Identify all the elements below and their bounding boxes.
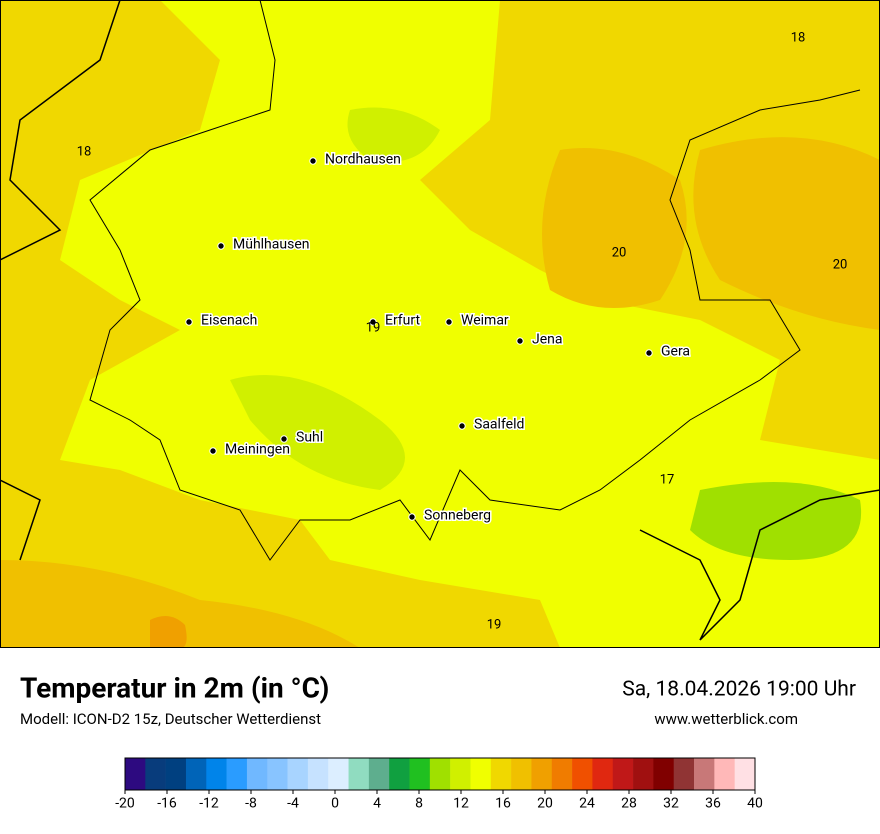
color-segment	[490, 758, 512, 790]
state-border	[89, 0, 861, 561]
tick-label: 20	[537, 796, 553, 812]
color-segment	[145, 758, 166, 790]
color-segment	[531, 758, 553, 790]
color-segment	[267, 758, 288, 790]
temperature-label: 17	[660, 472, 675, 487]
tick-label: -4	[287, 796, 299, 812]
city-label: Weimar	[461, 313, 509, 329]
orange-area	[693, 137, 880, 330]
color-segment	[734, 758, 756, 790]
color-segment	[125, 758, 146, 790]
tick-label: 28	[621, 796, 637, 812]
tick-label: 24	[579, 796, 595, 812]
tick-label: -12	[199, 796, 219, 812]
tick-label: 4	[373, 796, 381, 812]
orange-area	[542, 148, 687, 308]
tick-label: 16	[495, 796, 511, 812]
color-segment	[612, 758, 634, 790]
city-dot	[408, 513, 416, 521]
city-dot	[645, 349, 653, 357]
tick-label: 8	[415, 796, 423, 812]
title: Temperatur in 2m (in °C)	[20, 671, 329, 704]
temperature-label: 18	[77, 144, 92, 159]
colorbar-frame	[124, 757, 756, 791]
temperature-label: 20	[833, 257, 848, 272]
country-border	[0, 0, 880, 641]
temperature-label: 19	[366, 320, 381, 335]
city-label: Erfurt	[385, 313, 420, 329]
city-dot	[280, 435, 288, 443]
city-label: Jena	[532, 332, 563, 348]
color-segment	[165, 758, 187, 790]
city-label: Sonneberg	[424, 508, 491, 524]
city-dot	[217, 242, 225, 250]
city-label: Gera	[661, 344, 690, 360]
city-dot	[458, 422, 466, 430]
city-dot	[445, 318, 453, 326]
city-label: Meiningen	[225, 442, 290, 458]
color-segment	[429, 758, 451, 790]
city-label: Nordhausen	[325, 152, 401, 168]
color-segment	[714, 758, 735, 790]
color-segment	[389, 758, 410, 790]
city-label: Saalfeld	[474, 417, 524, 433]
map	[0, 0, 880, 648]
tick-label: 40	[747, 796, 763, 812]
datetime: Sa, 18.04.2026 19:00 Uhr	[622, 678, 856, 702]
tick-label: -16	[157, 796, 177, 812]
orange-area	[150, 616, 187, 648]
color-segment	[572, 758, 593, 790]
orange-area	[0, 560, 360, 648]
tick-label: 32	[663, 796, 679, 812]
city-label: Eisenach	[201, 313, 257, 329]
color-segment	[328, 758, 349, 790]
green-area	[347, 107, 440, 162]
color-segment	[653, 758, 675, 790]
tick-label: 36	[705, 796, 721, 812]
tick-label: -20	[115, 796, 135, 812]
city-label: Mühlhausen	[233, 237, 309, 253]
tick-label: 0	[331, 796, 339, 812]
temperature-label: 19	[487, 617, 502, 632]
city-dot	[185, 318, 193, 326]
city-dot	[309, 157, 317, 165]
color-segment	[348, 758, 370, 790]
color-segment	[511, 758, 532, 790]
website: www.wetterblick.com	[654, 710, 798, 728]
color-segment	[246, 758, 268, 790]
city-dot	[516, 337, 524, 345]
color-segment	[592, 758, 614, 790]
color-segment	[673, 758, 695, 790]
tick-label: 12	[453, 796, 469, 812]
color-segment	[368, 758, 390, 790]
temperature-label: 20	[612, 245, 627, 260]
color-segment	[450, 758, 471, 790]
color-segment	[185, 758, 207, 790]
color-segment	[307, 758, 329, 790]
color-segment	[694, 758, 715, 790]
color-segment	[409, 758, 431, 790]
warm-yellow-area	[60, 0, 880, 648]
color-segment	[287, 758, 309, 790]
model-info: Modell: ICON-D2 15z, Deutscher Wetterdie…	[20, 710, 321, 728]
city-label: Suhl	[296, 430, 323, 446]
color-segment	[633, 758, 654, 790]
color-segment	[551, 758, 573, 790]
city-dot	[209, 447, 217, 455]
tick-label: -8	[245, 796, 257, 812]
color-segment	[226, 758, 248, 790]
color-segment	[206, 758, 227, 790]
temperature-label: 18	[791, 30, 806, 45]
green-area	[230, 375, 405, 490]
color-segment	[470, 758, 492, 790]
city-dot	[369, 318, 377, 326]
